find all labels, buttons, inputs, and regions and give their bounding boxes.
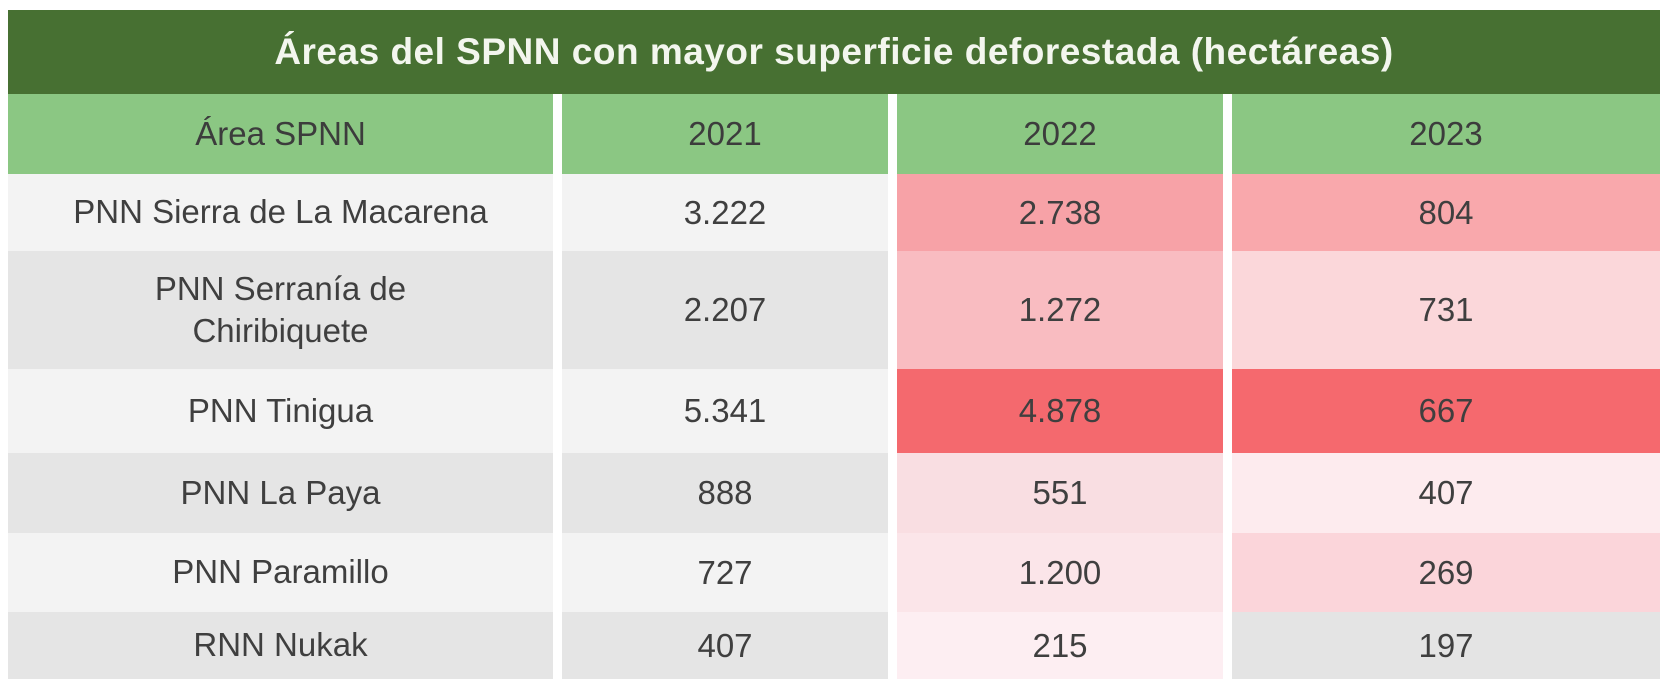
area-cell: RNN Nukak xyxy=(8,612,553,679)
area-cell: PNN Tinigua xyxy=(8,369,553,453)
value-2022-cell: 2.738 xyxy=(897,174,1223,251)
table-grid: Área SPNN 2021 2022 2023 PNN Sierra de L… xyxy=(8,94,1660,679)
area-cell: PNN La Paya xyxy=(8,453,553,533)
area-label: PNN La Paya xyxy=(180,473,381,511)
value-2021-cell: 727 xyxy=(562,533,888,612)
value-2021-cell: 3.222 xyxy=(562,174,888,251)
value-2021-cell: 407 xyxy=(562,612,888,679)
column-header-2021: 2021 xyxy=(562,94,888,174)
area-cell: PNN Paramillo xyxy=(8,533,553,612)
value-2023-cell: 269 xyxy=(1232,533,1660,612)
value-2021-cell: 2.207 xyxy=(562,251,888,369)
area-label: RNN Nukak xyxy=(193,626,368,664)
value-2023-cell: 407 xyxy=(1232,453,1660,533)
area-label: PNN Paramillo xyxy=(172,553,389,591)
value-2023-cell: 197 xyxy=(1232,612,1660,679)
value-2023-cell: 667 xyxy=(1232,369,1660,453)
value-2023-cell: 731 xyxy=(1232,251,1660,369)
area-label: PNN Serranía de Chiribiquete xyxy=(154,269,407,349)
value-2022-cell: 1.200 xyxy=(897,533,1223,612)
area-label: PNN Tinigua xyxy=(187,391,374,429)
value-2021-cell: 888 xyxy=(562,453,888,533)
value-2022-cell: 1.272 xyxy=(897,251,1223,369)
area-cell: PNN Serranía de Chiribiquete xyxy=(8,251,553,369)
column-header-area: Área SPNN xyxy=(8,94,553,174)
column-header-2023: 2023 xyxy=(1232,94,1660,174)
value-2022-cell: 215 xyxy=(897,612,1223,679)
deforestation-table: Áreas del SPNN con mayor superficie defo… xyxy=(8,10,1660,679)
value-2022-cell: 551 xyxy=(897,453,1223,533)
area-cell: PNN Sierra de La Macarena xyxy=(8,174,553,251)
table-title: Áreas del SPNN con mayor superficie defo… xyxy=(8,10,1660,94)
value-2023-cell: 804 xyxy=(1232,174,1660,251)
column-header-2022: 2022 xyxy=(897,94,1223,174)
area-label: PNN Sierra de La Macarena xyxy=(73,193,488,231)
value-2021-cell: 5.341 xyxy=(562,369,888,453)
value-2022-cell: 4.878 xyxy=(897,369,1223,453)
